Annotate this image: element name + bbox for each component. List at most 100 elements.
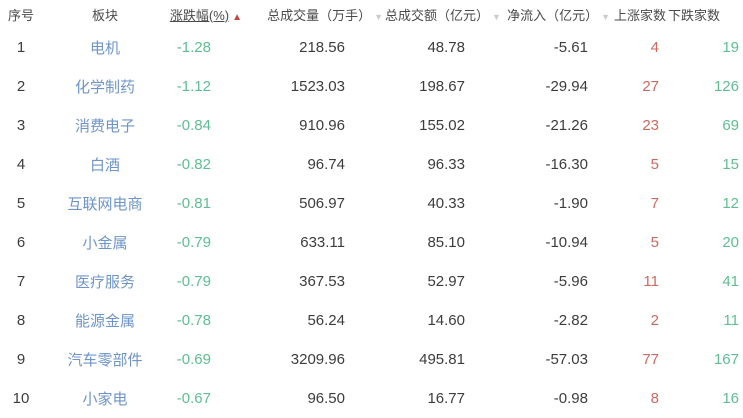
cell-turnover: 495.81 xyxy=(419,351,465,368)
cell-up: 8 xyxy=(650,390,659,407)
sector-link[interactable]: 能源金属 xyxy=(74,313,135,330)
table-row: 1 电机 -1.28 218.56 48.78 -5.61 4 19 xyxy=(0,28,743,67)
sort-down-icon: ▼ xyxy=(492,11,500,22)
cell-volume: 910.96 xyxy=(299,117,345,134)
cell-sector: 小金属 xyxy=(42,232,168,253)
column-header-turnover[interactable]: 总成交额（亿元） ▼ xyxy=(385,5,500,24)
cell-inflow: -5.96 xyxy=(553,273,588,290)
cell-turnover: 16.77 xyxy=(427,390,465,407)
cell-turnover: 198.67 xyxy=(419,78,465,95)
cell-index: 2 xyxy=(16,78,26,95)
cell-down: 19 xyxy=(722,39,739,56)
cell-up: 11 xyxy=(643,273,659,290)
header-row: 序号 板块 涨跌幅(%) ▲ 总成交量（万手） ▼ 总成交额（亿元） ▼ 净流入（亿元） ▼ 上涨家… xyxy=(0,0,743,28)
cell-index: 7 xyxy=(16,273,26,290)
column-header-down: 下跌家数 xyxy=(668,5,743,24)
cell-sector: 消费电子 xyxy=(42,115,168,136)
cell-index: 8 xyxy=(16,312,26,329)
cell-up: 2 xyxy=(650,312,659,329)
table-row: 5 互联网电商 -0.81 506.97 40.33 -1.90 7 12 xyxy=(0,184,743,223)
cell-inflow: -10.94 xyxy=(545,234,588,251)
cell-down: 11 xyxy=(723,312,739,329)
cell-index: 1 xyxy=(16,39,26,56)
sector-link[interactable]: 互联网电商 xyxy=(67,196,143,213)
cell-inflow: -5.61 xyxy=(553,39,588,56)
table-row: 4 白酒 -0.82 96.74 96.33 -16.30 5 15 xyxy=(0,145,743,184)
column-header-label: 总成交额（亿元） xyxy=(385,7,490,23)
column-header-label: 上涨家数 xyxy=(613,7,666,23)
cell-volume: 96.50 xyxy=(307,390,345,407)
sector-link[interactable]: 化学制药 xyxy=(74,79,135,96)
sort-ascending-icon: ▲ xyxy=(232,11,242,23)
cell-change: -0.79 xyxy=(176,234,211,251)
cell-up: 5 xyxy=(650,156,659,173)
cell-sector: 汽车零部件 xyxy=(42,349,168,370)
cell-up: 23 xyxy=(642,117,659,134)
cell-volume: 3209.96 xyxy=(290,351,345,368)
column-header-volume[interactable]: 总成交量（万手） ▼ xyxy=(245,5,385,24)
cell-change: -1.12 xyxy=(176,78,211,95)
sector-link[interactable]: 消费电子 xyxy=(74,118,135,135)
cell-inflow: -2.82 xyxy=(553,312,588,329)
cell-index: 3 xyxy=(16,117,26,134)
sector-link[interactable]: 小家电 xyxy=(82,391,128,408)
cell-turnover: 14.60 xyxy=(427,312,465,329)
cell-turnover: 48.78 xyxy=(427,39,465,56)
table-row: 8 能源金属 -0.78 56.24 14.60 -2.82 2 11 xyxy=(0,301,743,340)
cell-change: -0.79 xyxy=(176,273,211,290)
cell-down: 20 xyxy=(722,234,739,251)
column-header-label: 序号 xyxy=(7,7,34,23)
cell-index: 9 xyxy=(16,351,26,368)
cell-sector: 电机 xyxy=(42,37,168,58)
cell-change: -0.81 xyxy=(176,195,211,212)
cell-volume: 633.11 xyxy=(300,234,345,251)
cell-down: 15 xyxy=(722,156,739,173)
column-header-change[interactable]: 涨跌幅(%) ▲ xyxy=(168,5,245,24)
cell-down: 126 xyxy=(713,78,739,95)
column-header-label: 净流入（亿元） xyxy=(507,7,599,23)
table-row: 6 小金属 -0.79 633.11 85.10 -10.94 5 20 xyxy=(0,223,743,262)
cell-down: 69 xyxy=(722,117,739,134)
cell-inflow: -57.03 xyxy=(545,351,588,368)
sector-link[interactable]: 医疗服务 xyxy=(74,274,135,291)
cell-sector: 化学制药 xyxy=(42,76,168,97)
cell-volume: 218.56 xyxy=(299,39,345,56)
cell-inflow: -21.26 xyxy=(545,117,588,134)
cell-change: -0.67 xyxy=(176,390,211,407)
table-row: 3 消费电子 -0.84 910.96 155.02 -21.26 23 69 xyxy=(0,106,743,145)
cell-sector: 小家电 xyxy=(42,388,168,409)
sort-down-icon: ▼ xyxy=(601,11,610,22)
cell-volume: 506.97 xyxy=(299,195,345,212)
cell-change: -1.28 xyxy=(176,39,211,56)
table-row: 7 医疗服务 -0.79 367.53 52.97 -5.96 11 41 xyxy=(0,262,743,301)
cell-change: -0.78 xyxy=(176,312,211,329)
cell-index: 10 xyxy=(12,390,30,407)
cell-up: 7 xyxy=(650,195,659,212)
column-header-index: 序号 xyxy=(0,5,42,24)
cell-volume: 96.74 xyxy=(307,156,345,173)
cell-inflow: -0.98 xyxy=(553,390,588,407)
cell-change: -0.69 xyxy=(176,351,211,368)
cell-down: 41 xyxy=(722,273,739,290)
cell-change: -0.82 xyxy=(176,156,211,173)
cell-turnover: 52.97 xyxy=(427,273,465,290)
sector-link[interactable]: 电机 xyxy=(89,40,120,57)
cell-sector: 能源金属 xyxy=(42,310,168,331)
cell-index: 4 xyxy=(16,156,26,173)
cell-down: 167 xyxy=(713,351,739,368)
table-row: 2 化学制药 -1.12 1523.03 198.67 -29.94 27 126 xyxy=(0,67,743,106)
cell-inflow: -29.94 xyxy=(545,78,588,95)
sort-down-icon: ▼ xyxy=(374,11,383,22)
sector-link[interactable]: 汽车零部件 xyxy=(67,352,143,369)
column-header-sector: 板块 xyxy=(42,5,168,24)
cell-up: 27 xyxy=(642,78,659,95)
table-row: 10 小家电 -0.67 96.50 16.77 -0.98 8 16 xyxy=(0,379,743,418)
cell-turnover: 40.33 xyxy=(427,195,465,212)
column-header-inflow[interactable]: 净流入（亿元） ▼ xyxy=(500,5,612,24)
table-row: 9 汽车零部件 -0.69 3209.96 495.81 -57.03 77 167 xyxy=(0,340,743,379)
sector-link[interactable]: 白酒 xyxy=(89,157,120,174)
cell-sector: 白酒 xyxy=(42,154,168,175)
cell-index: 6 xyxy=(16,234,26,251)
sector-link[interactable]: 小金属 xyxy=(82,235,128,252)
